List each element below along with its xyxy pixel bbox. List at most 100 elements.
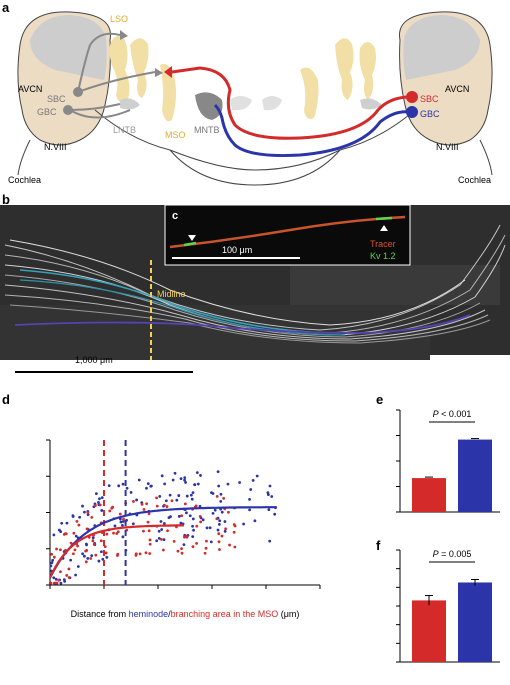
scatter-point-sbc: [50, 552, 54, 556]
x-axis-label-part: heminode: [129, 609, 169, 619]
panel-e-bar-chart: P < 0.001: [396, 409, 500, 513]
scatter-point-gbc: [94, 492, 98, 496]
left-dcn-gray: [30, 15, 107, 80]
scatter-point-sbc: [90, 515, 94, 519]
left-nviii-label: N.VIII: [44, 142, 67, 152]
panel-c-kv-label: Kv 1.2: [370, 251, 396, 261]
scatter-point-sbc: [160, 538, 163, 541]
scatter-point-gbc: [157, 536, 161, 540]
panel-label-e: e: [376, 392, 384, 407]
panel-c-scale-label: 100 μm: [222, 245, 252, 255]
scatter-point-gbc: [76, 565, 80, 568]
lntb-label: LNTB: [113, 125, 136, 135]
p-value-label: P = 0.005: [433, 549, 472, 559]
scatter-point-gbc: [145, 486, 148, 490]
scatter-point-gbc: [97, 500, 100, 504]
scatter-point-gbc: [223, 520, 227, 523]
scatter-point-gbc: [131, 522, 135, 526]
left-lntb-shape: [120, 98, 140, 110]
scatter-point-gbc: [211, 512, 215, 515]
scatter-point-gbc: [98, 497, 101, 501]
scatter-point-sbc: [59, 570, 62, 574]
scatter-point-gbc: [219, 500, 223, 503]
right-dcn-gray: [403, 15, 480, 80]
lso-label: LSO: [110, 14, 128, 24]
scatter-point-gbc: [255, 474, 259, 478]
scatter-point-gbc: [173, 471, 177, 475]
scatter-point-sbc: [148, 542, 152, 546]
scatter-point-gbc: [193, 483, 197, 487]
bar-gbc: [458, 582, 492, 662]
scatter-point-gbc: [84, 542, 88, 546]
scatter-point-gbc: [113, 524, 117, 528]
scatter-point-gbc: [175, 498, 179, 502]
fit-curve-gbc: [49, 506, 277, 579]
scatter-point-gbc: [171, 478, 175, 482]
scatter-point-sbc: [155, 496, 158, 500]
x-axis-label-part: Distance from: [71, 609, 129, 619]
scatter-point-gbc: [251, 479, 255, 482]
scatter-point-sbc: [85, 527, 89, 531]
scatter-point-gbc: [125, 486, 129, 490]
scatter-point-gbc: [117, 484, 121, 488]
scatter-point-sbc: [65, 574, 69, 577]
axon-bundle: [4, 224, 506, 344]
scatter-point-gbc: [81, 504, 84, 508]
sbc-axon: [171, 66, 411, 140]
scatter-point-sbc: [185, 535, 189, 539]
right-lntb-shape: [360, 98, 382, 110]
scatter-point-sbc: [89, 557, 93, 560]
scatter-point-gbc: [160, 528, 164, 531]
scatter-point-sbc: [104, 551, 108, 555]
scatter-point-gbc: [163, 482, 167, 486]
scatter-point-gbc: [220, 510, 224, 514]
mso-label: MSO: [165, 130, 186, 140]
scatter-point-sbc: [67, 576, 71, 579]
p-value-label: P < 0.001: [433, 409, 472, 419]
scatter-point-gbc: [91, 536, 95, 540]
scatter-point-gbc: [213, 508, 217, 512]
panel-c-arrowhead-left: [188, 235, 196, 241]
right-sbc-cell: [406, 91, 418, 103]
right-nviii-label: N.VIII: [436, 142, 459, 152]
brainstem-outline: [94, 109, 416, 171]
scatter-point-sbc: [166, 529, 169, 533]
panel-b-scale-label: 1,000 μm: [75, 355, 113, 365]
right-sbc-label: SBC: [420, 94, 439, 104]
scatter-point-sbc: [222, 496, 226, 500]
scatter-point-gbc: [179, 477, 183, 480]
scatter-point-sbc: [142, 529, 145, 533]
scatter-point-sbc: [122, 517, 125, 521]
panel-c-inset: [164, 205, 411, 266]
scatter-point-gbc: [60, 521, 64, 525]
scatter-point-gbc: [242, 522, 246, 526]
scatter-point-gbc: [226, 482, 230, 486]
scatter-point-gbc: [59, 581, 63, 585]
scatter-point-gbc: [65, 521, 69, 525]
x-axis-label-part: /: [168, 609, 171, 619]
scatter-point-gbc: [182, 543, 186, 547]
scatter-point-gbc: [162, 522, 166, 525]
scatter-point-gbc: [191, 491, 195, 495]
scatter-point-gbc: [216, 470, 220, 474]
scatter-point-gbc: [266, 493, 270, 496]
bar-gbc: [458, 439, 492, 512]
scatter-point-sbc: [132, 500, 135, 503]
scatter-point-gbc: [249, 488, 253, 491]
fit-curve-sbc: [49, 524, 184, 579]
panel-b-micrograph: Midline 1,000 μm c 100 μm Tracer Kv 1.2: [0, 205, 510, 373]
scatter-point-sbc: [224, 527, 228, 531]
right-nerve: [479, 139, 493, 176]
left-gray-projection-lntb: [69, 103, 121, 111]
scatter-point-sbc: [180, 551, 184, 555]
scatter-point-sbc: [148, 552, 152, 555]
scatter-point-gbc: [217, 523, 221, 526]
scatter-point-sbc: [180, 547, 183, 551]
scatter-point-gbc: [62, 578, 66, 582]
scatter-point-gbc: [205, 526, 209, 530]
panel-d-scatter-chart: Distance from heminode/branching area in…: [46, 439, 321, 619]
scatter-point-gbc: [248, 508, 251, 512]
scatter-point-gbc: [248, 497, 251, 501]
scatter-point-sbc: [195, 541, 198, 545]
scatter-point-sbc: [155, 504, 159, 508]
